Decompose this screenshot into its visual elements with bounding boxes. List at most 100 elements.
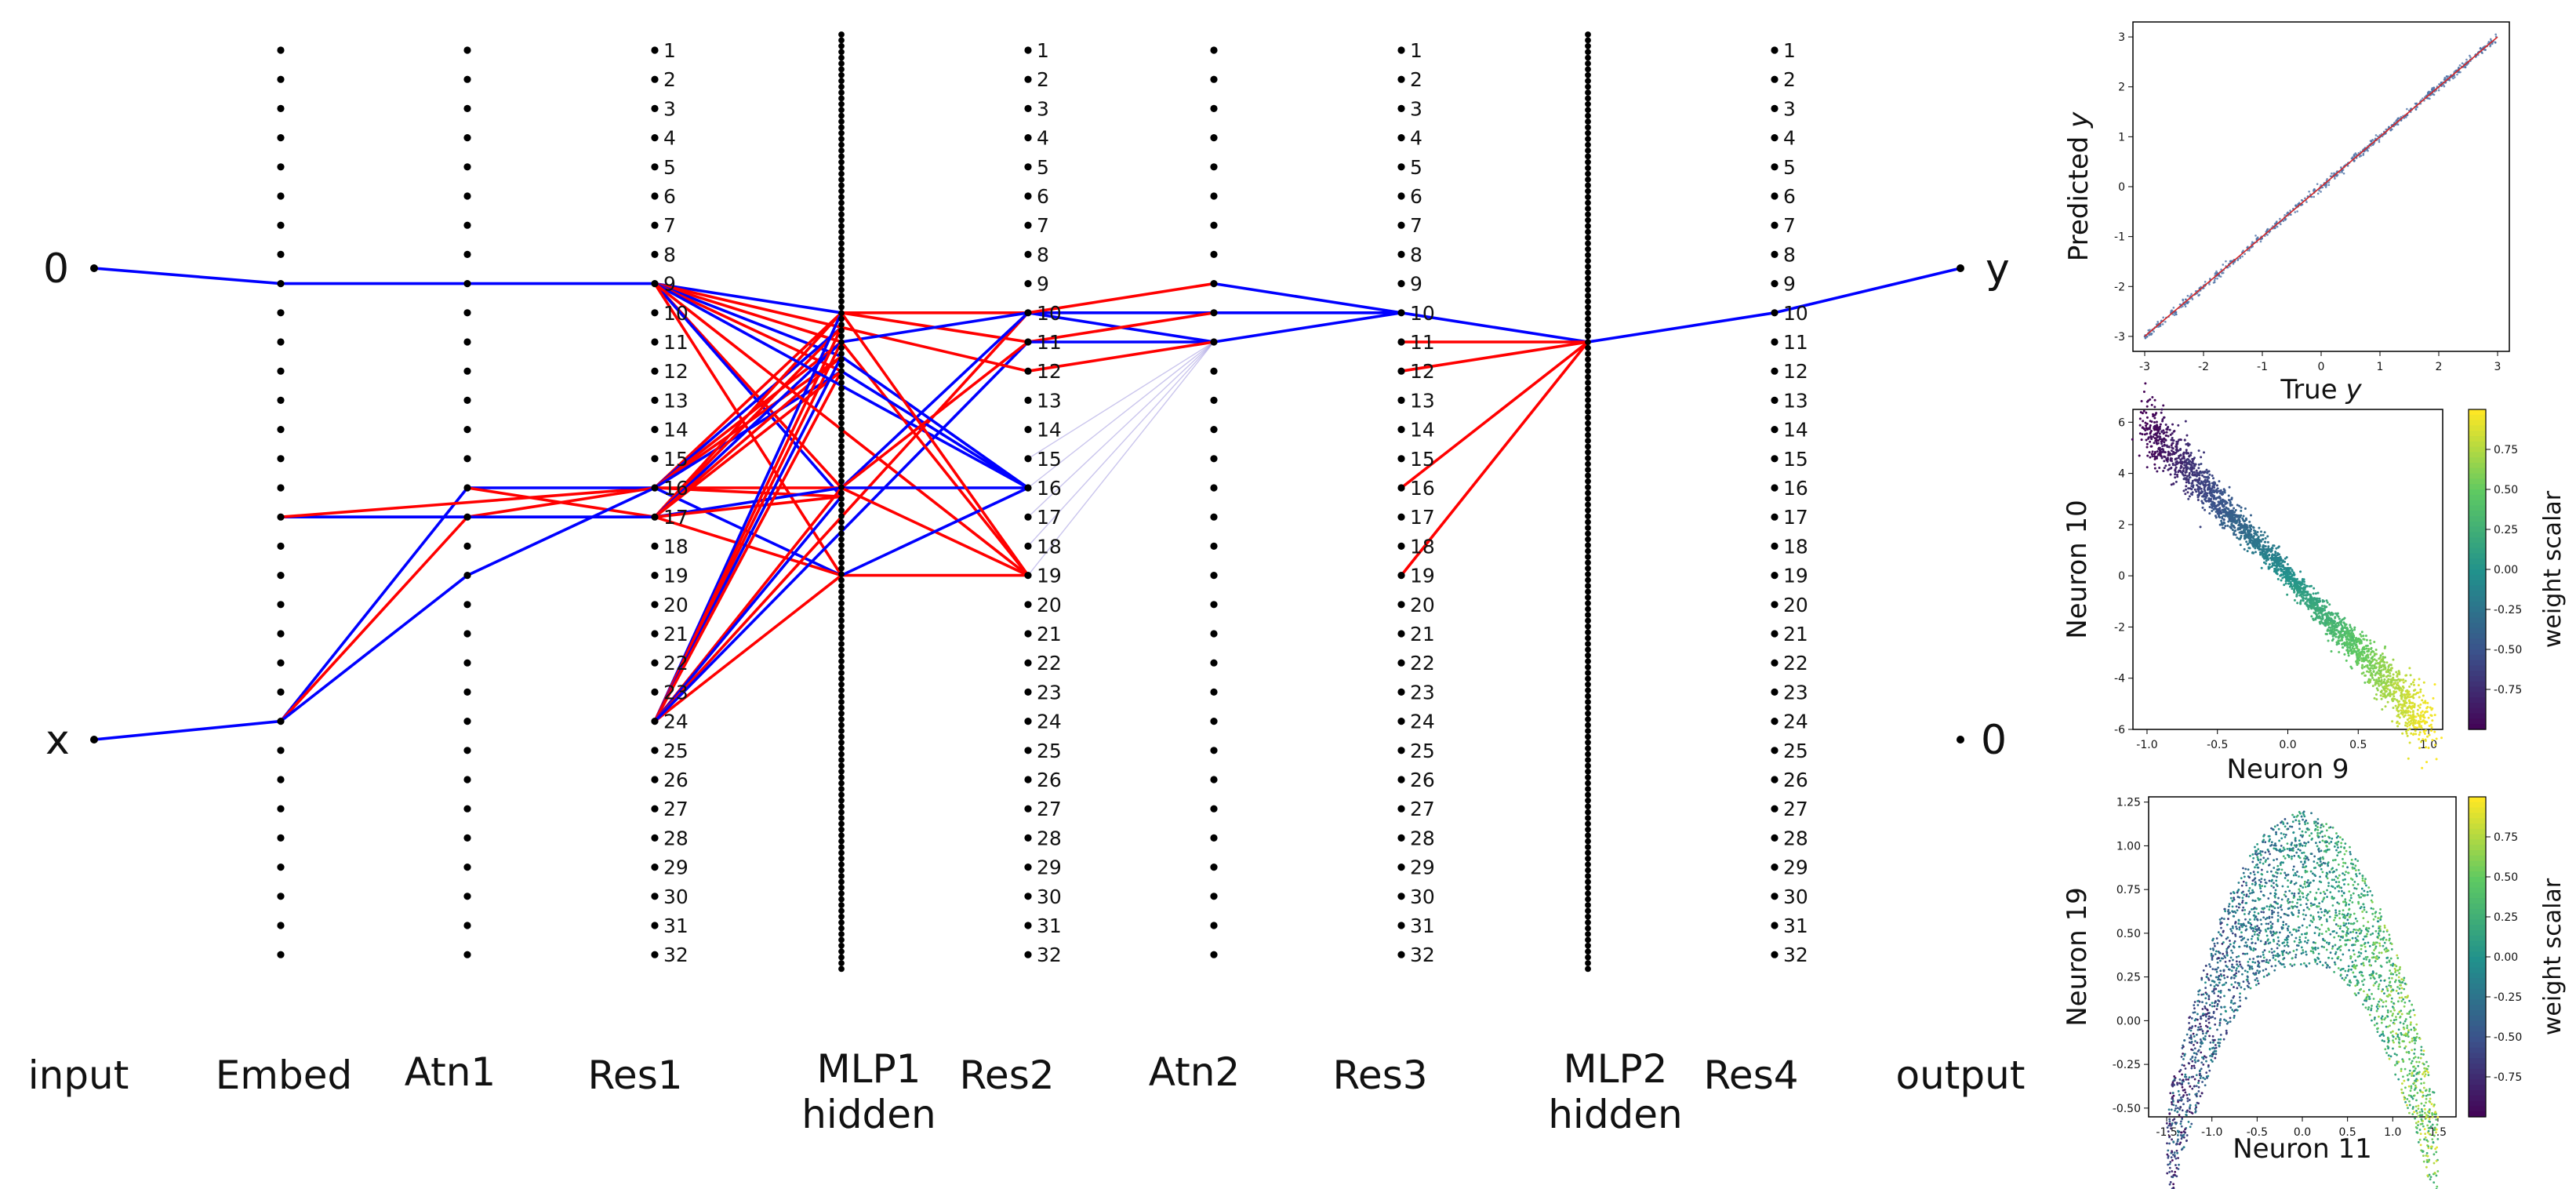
edge (279, 486, 656, 519)
node (1585, 675, 1591, 682)
data-point (2215, 491, 2218, 494)
node (651, 893, 659, 900)
data-point (2268, 563, 2271, 566)
data-point (2207, 499, 2210, 502)
colorbar-band (2469, 569, 2486, 576)
data-point (2265, 554, 2269, 557)
data-point (2258, 526, 2261, 529)
data-point (2277, 558, 2280, 562)
data-point (2225, 514, 2228, 517)
y-tick-label: 1.25 (2116, 797, 2141, 809)
node (838, 252, 845, 259)
node (1210, 104, 1218, 112)
neuron-index: 28 (1410, 827, 1435, 849)
data-point (2197, 463, 2200, 466)
data-point (2380, 690, 2383, 693)
data-point (2154, 439, 2157, 442)
node (838, 42, 845, 49)
data-point (2353, 153, 2356, 156)
data-point (2429, 90, 2431, 93)
node (838, 919, 845, 926)
data-point (2144, 421, 2147, 424)
data-point (2418, 725, 2421, 729)
data-point (2432, 93, 2436, 96)
data-point (2397, 1000, 2400, 1003)
data-point (2363, 882, 2367, 885)
data-point (2365, 645, 2368, 648)
neuron-index: 15 (1783, 448, 1808, 471)
data-point (2309, 594, 2313, 598)
data-point (2227, 494, 2230, 497)
neuron-index: 29 (1037, 856, 1062, 879)
y-tick-label: 2 (2118, 82, 2125, 94)
colorbar-band (2469, 601, 2486, 608)
data-point (2208, 473, 2211, 476)
colorbar-band (2469, 463, 2486, 469)
node (1585, 617, 1591, 624)
data-point (2276, 225, 2279, 228)
data-point (2328, 603, 2331, 606)
node (1210, 484, 1218, 492)
data-point (2392, 676, 2395, 679)
data-point (2294, 211, 2297, 213)
data-point (2184, 298, 2187, 301)
node (651, 542, 659, 551)
data-point (2370, 646, 2373, 649)
node (1210, 572, 1218, 580)
node (838, 745, 845, 752)
data-point (2352, 949, 2355, 952)
data-point (2417, 691, 2420, 694)
data-point (2208, 482, 2211, 485)
data-point (2145, 405, 2149, 408)
neuron-index: 17 (1410, 506, 1435, 529)
data-point (2379, 683, 2382, 686)
data-point (2153, 442, 2156, 445)
data-point (2350, 639, 2353, 642)
node (1585, 205, 1591, 212)
data-point (2175, 451, 2178, 454)
data-point (2391, 720, 2394, 723)
data-point (2244, 507, 2247, 511)
data-point (2145, 416, 2149, 419)
data-point (2218, 507, 2222, 510)
data-point (2323, 624, 2327, 627)
data-point (2392, 673, 2395, 676)
node (1585, 194, 1591, 201)
node (838, 571, 845, 578)
node (838, 245, 845, 253)
data-point (2257, 982, 2260, 985)
data-point (2231, 517, 2234, 520)
node (277, 718, 285, 725)
node (277, 893, 285, 900)
neuron-index: 18 (663, 535, 689, 558)
node (838, 547, 845, 555)
data-point (2244, 529, 2247, 532)
data-point (2226, 524, 2229, 527)
node (838, 31, 845, 38)
node (838, 757, 845, 763)
node (1585, 489, 1591, 496)
data-point (2145, 445, 2149, 449)
node (463, 426, 471, 434)
data-point (2389, 669, 2393, 672)
data-point (2222, 526, 2225, 529)
node (277, 134, 285, 142)
data-point (2389, 969, 2392, 972)
node (1771, 834, 1778, 842)
data-point (2213, 504, 2216, 507)
data-point (2295, 587, 2298, 591)
column-label-mlp1: MLP1 (817, 1046, 921, 1092)
data-point (2153, 405, 2156, 409)
data-point (2340, 623, 2343, 626)
colorbar-band (2469, 627, 2486, 634)
data-point (2391, 700, 2394, 703)
data-point (2156, 435, 2159, 438)
data-point (2196, 485, 2200, 489)
data-point (2327, 639, 2330, 642)
node (1585, 66, 1591, 73)
data-point (2317, 952, 2320, 955)
data-point (2295, 584, 2298, 587)
data-point (2380, 697, 2383, 700)
data-point (2211, 494, 2214, 497)
data-point (2350, 651, 2353, 654)
